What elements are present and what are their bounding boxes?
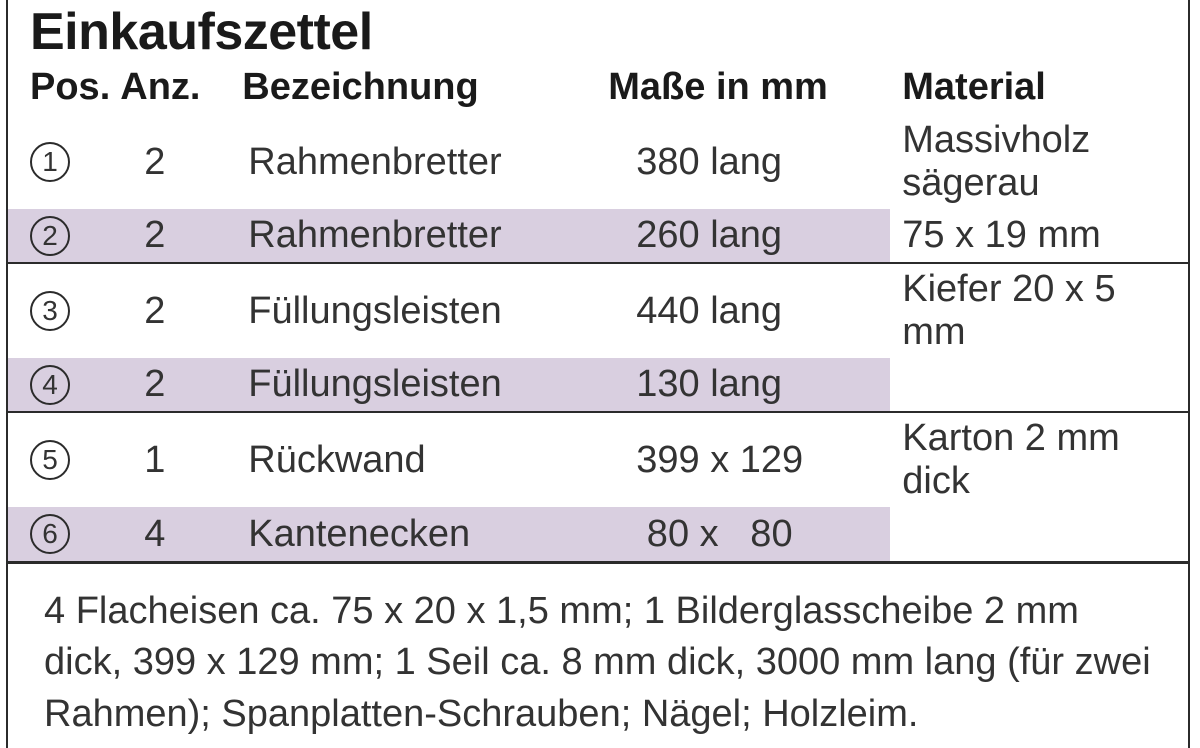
cell-masse: 380 lang: [590, 115, 890, 209]
cell-anz: 2: [110, 209, 230, 263]
cell-masse: 440 lang: [590, 263, 890, 358]
cell-bez: Kantenecken: [230, 507, 590, 561]
cell-mat: 75 x 19 mm: [890, 209, 1188, 263]
pos-badge: 6: [30, 514, 70, 554]
table-row: 4 2 Füllungsleisten 130 lang: [8, 358, 1188, 412]
cell-anz: 2: [110, 115, 230, 209]
pos-badge: 2: [30, 216, 70, 256]
cell-bez: Füllungsleisten: [230, 263, 590, 358]
cell-masse: 80 x 80: [590, 507, 890, 561]
pos-badge: 3: [30, 291, 70, 331]
table-body: 1 2 Rahmenbretter 380 lang Massivholz sä…: [8, 115, 1188, 561]
cell-masse: 260 lang: [590, 209, 890, 263]
footnote-text: 4 Flacheisen ca. 75 x 20 x 1,5 mm; 1 Bil…: [8, 564, 1188, 748]
col-header-masse: Maße in mm: [590, 62, 890, 115]
cell-mat: Kiefer 20 x 5 mm: [890, 263, 1188, 358]
cell-bez: Rahmenbretter: [230, 209, 590, 263]
cell-masse: 399 x 129: [590, 412, 890, 507]
table-header-row: Pos. Anz. Bezeichnung Maße in mm Materia…: [8, 62, 1188, 115]
pos-badge: 1: [30, 142, 70, 182]
cell-anz: 2: [110, 263, 230, 358]
col-header-anz: Anz.: [110, 62, 230, 115]
col-header-pos: Pos.: [8, 62, 110, 115]
cell-anz: 1: [110, 412, 230, 507]
col-header-bez: Bezeichnung: [230, 62, 590, 115]
cell-mat: [890, 507, 1188, 561]
cell-bez: Füllungsleisten: [230, 358, 590, 412]
cell-anz: 4: [110, 507, 230, 561]
pos-badge: 5: [30, 440, 70, 480]
cell-anz: 2: [110, 358, 230, 412]
cell-masse: 130 lang: [590, 358, 890, 412]
shopping-list-card: Einkaufszettel Pos. Anz. Bezeichnung Maß…: [6, 0, 1190, 748]
table-row: 1 2 Rahmenbretter 380 lang Massivholz sä…: [8, 115, 1188, 209]
parts-table: Pos. Anz. Bezeichnung Maße in mm Materia…: [8, 62, 1188, 561]
cell-mat: [890, 358, 1188, 412]
cell-bez: Rahmenbretter: [230, 115, 590, 209]
table-row: 6 4 Kantenecken 80 x 80: [8, 507, 1188, 561]
pos-badge: 4: [30, 365, 70, 405]
cell-bez: Rückwand: [230, 412, 590, 507]
col-header-mat: Material: [890, 62, 1188, 115]
cell-mat: Karton 2 mm dick: [890, 412, 1188, 507]
cell-mat: Massivholz sägerau: [890, 115, 1188, 209]
page-title: Einkaufszettel: [8, 0, 1188, 62]
table-row: 2 2 Rahmenbretter 260 lang 75 x 19 mm: [8, 209, 1188, 263]
table-row: 3 2 Füllungsleisten 440 lang Kiefer 20 x…: [8, 263, 1188, 358]
table-row: 5 1 Rückwand 399 x 129 Karton 2 mm dick: [8, 412, 1188, 507]
